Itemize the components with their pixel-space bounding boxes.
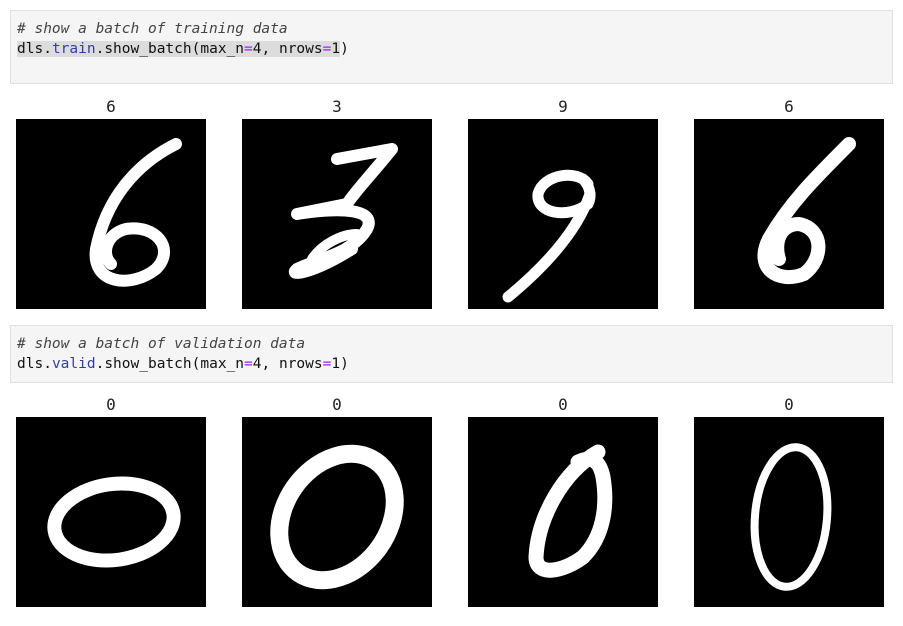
digit-image — [242, 417, 432, 607]
image-label: 0 — [784, 395, 794, 414]
code-comment: # show a batch of validation data — [17, 336, 306, 352]
image-label: 3 — [332, 97, 342, 116]
code-line: dls.train.show_batch(max_n=4, nrows=1 — [17, 41, 341, 57]
digit-image — [468, 119, 658, 309]
digit-image — [468, 417, 658, 607]
batch-image-tile: 6 — [694, 95, 884, 309]
image-label: 0 — [106, 395, 116, 414]
batch-image-tile: 0 — [242, 393, 432, 607]
batch-image-tile: 6 — [16, 95, 206, 309]
batch-image-tile: 9 — [468, 95, 658, 309]
batch-image-tile: 3 — [242, 95, 432, 309]
digit-image — [16, 417, 206, 607]
code-comment: # show a batch of training data — [17, 21, 288, 37]
digit-image — [16, 119, 206, 309]
code-line: dls.valid.show_batch(max_n=4, nrows=1) — [17, 356, 349, 372]
image-label: 6 — [106, 97, 116, 116]
code-cell-train[interactable]: # show a batch of training data dls.trai… — [10, 10, 893, 84]
image-label: 0 — [332, 395, 342, 414]
image-label: 9 — [558, 97, 568, 116]
digit-image — [242, 119, 432, 309]
batch-image-tile: 0 — [694, 393, 884, 607]
batch-image-tile: 0 — [16, 393, 206, 607]
image-label: 6 — [784, 97, 794, 116]
digit-image — [694, 119, 884, 309]
image-label: 0 — [558, 395, 568, 414]
code-cell-valid[interactable]: # show a batch of validation data dls.va… — [10, 325, 893, 383]
digit-image — [694, 417, 884, 607]
batch-image-tile: 0 — [468, 393, 658, 607]
